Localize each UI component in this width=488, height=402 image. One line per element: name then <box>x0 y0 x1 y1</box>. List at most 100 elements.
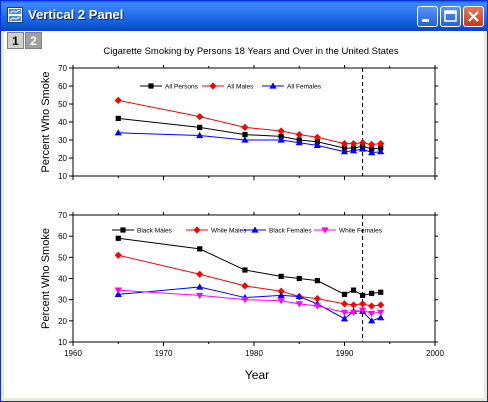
layer-tab-2[interactable]: 2 <box>25 32 42 49</box>
series-line <box>118 254 381 307</box>
data-point <box>241 282 249 290</box>
y-tick-label: 20 <box>58 317 67 326</box>
legend-label: All Persons <box>165 84 199 91</box>
minimize-icon <box>422 19 429 22</box>
bottom-panel: 10 20 30 40 50 60 70 1960 1970 1980 1990 2000 Percen… <box>40 211 444 358</box>
graph-page: 1 2 Cigarette Smoking by Persons 18 Year… <box>4 31 484 398</box>
data-point <box>242 267 248 273</box>
data-point <box>340 300 349 308</box>
x-tick-label: 1980 <box>245 349 263 358</box>
data-point <box>241 136 249 143</box>
data-point <box>114 129 122 136</box>
y-tick-label: 60 <box>58 232 67 241</box>
data-point <box>359 139 367 147</box>
data-point <box>114 96 122 104</box>
data-point <box>197 246 203 252</box>
layer-tab-1[interactable]: 1 <box>7 32 24 49</box>
data-point <box>377 314 385 321</box>
legend-marker <box>251 226 259 233</box>
data-point <box>242 132 248 138</box>
chart-canvas: Cigarette Smoking by Persons 18 Years an… <box>40 46 444 382</box>
legend-marker <box>209 82 217 90</box>
y-tick-label: 10 <box>58 172 67 181</box>
data-point <box>314 278 320 284</box>
y-tick-label: 40 <box>58 275 67 284</box>
data-point <box>313 303 321 310</box>
data-point <box>296 275 302 282</box>
data-point <box>295 301 303 308</box>
data-point <box>378 289 384 295</box>
plot-frame <box>72 67 436 177</box>
legend-label: All Males <box>227 84 254 91</box>
legend-label: Black Females <box>269 228 312 235</box>
legend-label: All Females <box>287 84 322 91</box>
minimize-button[interactable] <box>417 6 438 27</box>
y-tick-label: 50 <box>58 253 67 262</box>
data-point <box>368 317 376 324</box>
data-point <box>295 292 303 300</box>
y-tick-label: 20 <box>58 154 67 163</box>
data-point <box>114 251 122 259</box>
legend-label: While Females <box>339 228 383 235</box>
data-point <box>277 287 285 295</box>
data-point <box>196 113 204 121</box>
data-point <box>295 139 303 146</box>
data-point <box>313 141 321 148</box>
x-tick-label: 2000 <box>426 349 444 358</box>
data-point <box>313 133 321 141</box>
maximize-button[interactable] <box>440 6 461 27</box>
data-point <box>241 297 249 304</box>
data-point <box>114 290 122 297</box>
data-point <box>196 283 204 290</box>
data-point <box>369 290 375 296</box>
x-tick-label: 1960 <box>64 349 82 358</box>
data-point <box>341 291 348 297</box>
legend-marker <box>120 227 126 233</box>
data-point <box>359 145 367 152</box>
data-point <box>368 149 376 156</box>
title-bar[interactable]: Vertical 2 Panel <box>1 1 487 31</box>
legend-marker <box>269 82 277 89</box>
data-point <box>368 140 376 149</box>
layer-tabs: 1 2 <box>7 32 43 51</box>
y-tick-label: 30 <box>58 296 67 305</box>
data-point <box>340 315 349 322</box>
y-axis-label: Percent Who Smoke <box>40 228 52 329</box>
data-point <box>349 140 358 148</box>
data-point <box>359 307 367 314</box>
y-tick-label: 30 <box>58 136 67 145</box>
data-point <box>277 291 285 299</box>
data-point <box>359 300 367 308</box>
close-button[interactable] <box>463 6 484 27</box>
legend-marker <box>321 227 329 234</box>
legend-label: Black Males <box>137 228 173 235</box>
data-point <box>115 235 121 241</box>
data-point <box>313 295 321 303</box>
data-point <box>377 140 385 148</box>
legend-marker <box>148 83 154 89</box>
data-point <box>349 309 358 316</box>
y-tick-label: 40 <box>58 118 67 127</box>
chart-title: Cigarette Smoking by Persons 18 Years an… <box>103 46 398 57</box>
data-point <box>349 147 358 154</box>
y-tick-label: 50 <box>58 100 67 109</box>
data-point <box>340 148 349 155</box>
data-point <box>377 148 385 155</box>
data-point <box>278 133 284 139</box>
y-axis-label: Percent Who Smoke <box>40 72 52 173</box>
data-point <box>349 301 358 309</box>
graph-window-icon <box>7 7 23 23</box>
y-tick-label: 70 <box>58 211 67 220</box>
data-point <box>115 115 121 121</box>
window-title: Vertical 2 Panel <box>28 7 124 22</box>
data-point <box>360 292 366 299</box>
data-point <box>340 309 349 316</box>
data-point <box>277 298 285 305</box>
top-panel: 10 20 30 40 50 60 70 Percent Who Smoke All Perso… <box>40 64 438 181</box>
data-point <box>278 273 284 279</box>
data-point <box>368 310 376 318</box>
data-point <box>314 139 320 145</box>
legend-marker <box>193 226 201 234</box>
data-point <box>340 140 349 148</box>
